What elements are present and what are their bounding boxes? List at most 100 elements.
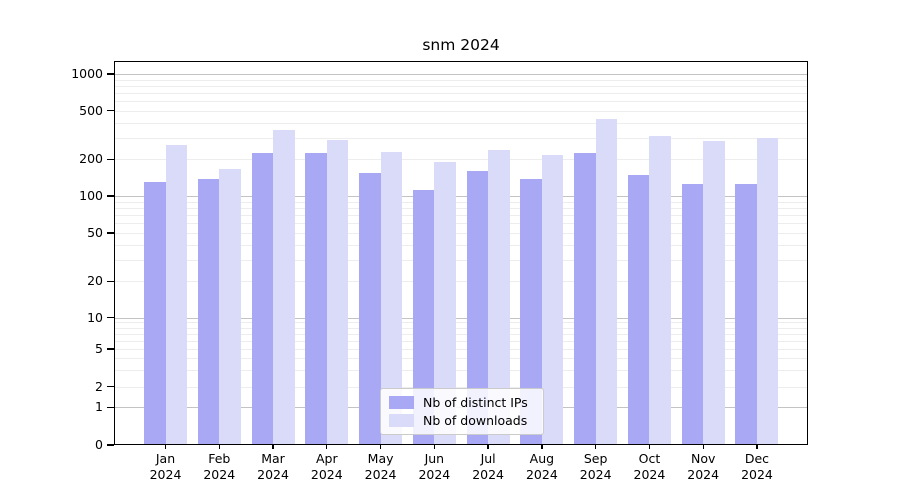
gridline-800 bbox=[114, 85, 808, 87]
gridline-500 bbox=[114, 110, 808, 112]
x-tick-mark-may bbox=[379, 445, 382, 449]
chart-title: snm 2024 bbox=[422, 36, 500, 54]
y-tick-mark-100 bbox=[107, 195, 114, 197]
y-tick-label-200: 200 bbox=[79, 151, 103, 167]
y-tick-label-2: 2 bbox=[95, 378, 103, 394]
gridline-30 bbox=[114, 259, 808, 261]
gridline-60 bbox=[114, 223, 808, 225]
x-tick-mark-mar bbox=[272, 445, 274, 449]
bar-downloads-jul bbox=[488, 149, 510, 445]
y-tick-label-100: 100 bbox=[79, 188, 103, 203]
bar-downloads-may bbox=[380, 151, 403, 445]
gridline-200 bbox=[114, 159, 808, 161]
bar-ips-mar bbox=[251, 153, 274, 445]
gridline-70 bbox=[114, 215, 808, 217]
gridline-100 bbox=[114, 196, 808, 197]
gridline-7 bbox=[114, 333, 808, 335]
y-tick-mark-200 bbox=[107, 158, 114, 160]
gridline-6 bbox=[114, 340, 808, 342]
gridline-2 bbox=[114, 386, 808, 388]
x-tick-mark-aug bbox=[541, 445, 543, 449]
bar-ips-apr bbox=[305, 152, 327, 445]
y-tick-mark-2 bbox=[107, 386, 114, 388]
x-tick-label-dec: Dec 2024 bbox=[741, 451, 773, 482]
gridline-8 bbox=[114, 327, 808, 329]
x-tick-mark-dec bbox=[756, 445, 758, 449]
bar-ips-jan bbox=[144, 182, 166, 445]
bar-ips-oct bbox=[627, 174, 650, 445]
bar-ips-jun bbox=[412, 189, 435, 445]
bar-downloads-jan bbox=[165, 145, 187, 445]
gridline-5 bbox=[114, 349, 808, 350]
gridline-3 bbox=[114, 370, 808, 372]
x-tick-label-oct: Oct 2024 bbox=[633, 451, 666, 482]
legend-swatch-downloads bbox=[389, 414, 414, 427]
bar-ips-jul bbox=[466, 171, 489, 445]
legend-label-downloads: Nb of downloads bbox=[423, 413, 528, 428]
y-tick-mark-5 bbox=[107, 348, 114, 350]
x-tick-mark-oct bbox=[648, 445, 651, 449]
bar-downloads-dec bbox=[756, 137, 779, 445]
y-tick-label-20: 20 bbox=[87, 273, 103, 289]
x-tick-label-feb: Feb 2024 bbox=[203, 451, 236, 482]
x-tick-mark-feb bbox=[218, 445, 220, 449]
legend-swatch-distinct-ips bbox=[389, 396, 414, 409]
y-tick-mark-500 bbox=[107, 110, 114, 112]
bar-ips-dec bbox=[735, 183, 757, 445]
bar-downloads-mar bbox=[273, 129, 295, 445]
y-tick-label-10: 10 bbox=[87, 309, 103, 325]
y-tick-label-5: 5 bbox=[95, 341, 103, 356]
y-tick-label-0: 0 bbox=[95, 437, 103, 452]
gridline-40 bbox=[114, 244, 808, 246]
y-tick-mark-20 bbox=[107, 280, 114, 282]
gridline-20 bbox=[114, 281, 808, 283]
gridline-80 bbox=[114, 207, 808, 209]
bar-downloads-nov bbox=[703, 141, 725, 445]
x-tick-mark-jul bbox=[487, 445, 489, 449]
gridline-400 bbox=[114, 122, 808, 124]
legend-item-distinct-ips: Nb of distinct IPs bbox=[389, 396, 535, 409]
x-tick-mark-nov bbox=[702, 445, 704, 449]
x-tick-label-may: May 2024 bbox=[364, 451, 397, 482]
x-tick-label-nov: Nov 2024 bbox=[687, 451, 720, 482]
gridline-600 bbox=[114, 101, 808, 103]
x-tick-mark-jan bbox=[164, 445, 167, 449]
gridline-900 bbox=[114, 79, 808, 81]
gridline-4 bbox=[114, 358, 808, 360]
y-tick-mark-1000 bbox=[107, 73, 114, 75]
bar-downloads-oct bbox=[649, 136, 671, 445]
x-tick-label-mar: Mar 2024 bbox=[257, 451, 289, 482]
y-tick-label-500: 500 bbox=[79, 102, 103, 118]
x-tick-mark-apr bbox=[326, 445, 328, 449]
y-tick-mark-1 bbox=[107, 406, 114, 408]
legend: Nb of distinct IPs Nb of downloads bbox=[380, 388, 544, 435]
x-tick-mark-sep bbox=[595, 445, 597, 449]
bar-ips-aug bbox=[520, 178, 542, 445]
bar-downloads-feb bbox=[219, 169, 241, 445]
x-tick-mark-jun bbox=[433, 445, 435, 449]
plot-area bbox=[114, 61, 808, 445]
bar-ips-sep bbox=[574, 153, 596, 445]
y-tick-mark-0 bbox=[107, 444, 114, 446]
gridline-300 bbox=[114, 137, 808, 139]
gridline-9 bbox=[114, 322, 808, 324]
x-tick-label-sep: Sep 2024 bbox=[579, 451, 612, 482]
bar-downloads-aug bbox=[541, 155, 564, 445]
y-tick-label-1000: 1000 bbox=[71, 66, 103, 81]
gridline-1000 bbox=[114, 74, 808, 75]
y-tick-label-1: 1 bbox=[95, 399, 103, 415]
bar-downloads-jun bbox=[434, 162, 456, 445]
bar-downloads-sep bbox=[595, 119, 618, 445]
bar-ips-nov bbox=[681, 184, 704, 445]
bar-ips-feb bbox=[197, 179, 220, 445]
x-tick-label-jan: Jan 2024 bbox=[149, 451, 182, 482]
gridline-10 bbox=[114, 317, 808, 319]
gridline-50 bbox=[114, 233, 808, 234]
bar-downloads-apr bbox=[326, 139, 349, 445]
bar-ips-may bbox=[359, 172, 381, 445]
gridline-700 bbox=[114, 92, 808, 94]
gridline-90 bbox=[114, 201, 808, 203]
y-tick-mark-50 bbox=[107, 232, 114, 234]
y-tick-mark-10 bbox=[107, 316, 114, 319]
